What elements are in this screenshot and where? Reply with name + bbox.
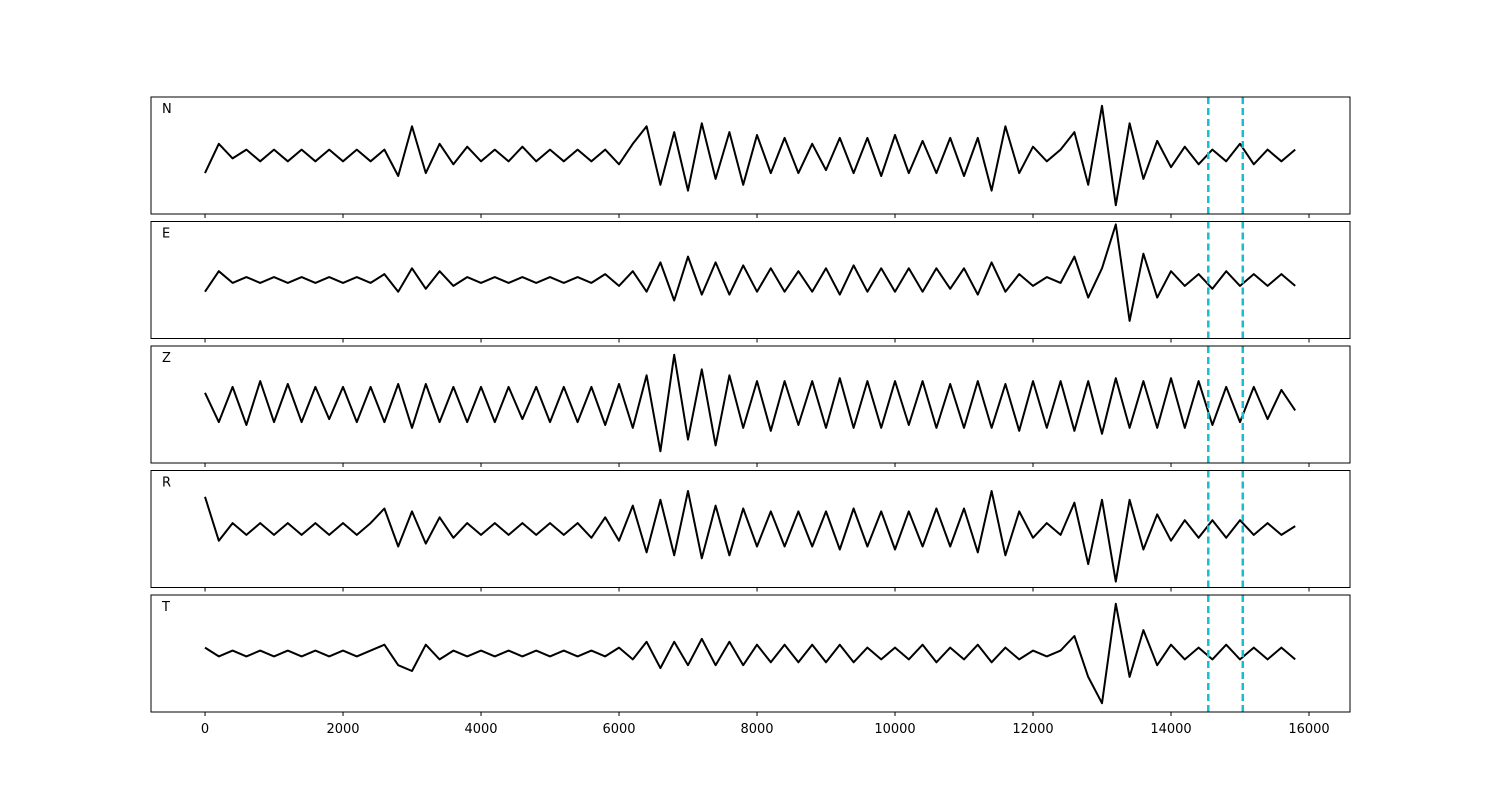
trace <box>204 223 1296 322</box>
panel-frame <box>150 221 1351 339</box>
x-tick-label: 4000 <box>464 722 497 737</box>
x-tick-label: 2000 <box>326 722 359 737</box>
trace <box>204 490 1296 583</box>
x-tick-label: 0 <box>201 722 209 737</box>
panel-label: R <box>162 476 171 491</box>
panel-label: N <box>162 102 172 117</box>
panel-label: E <box>162 227 170 242</box>
x-tick-label: 14000 <box>1150 722 1191 737</box>
trace <box>204 353 1297 453</box>
panel-frame <box>150 345 1351 464</box>
x-tick-label: 8000 <box>740 722 773 737</box>
x-tick-label: 16000 <box>1288 722 1329 737</box>
panel-frame <box>150 470 1351 588</box>
x-tick-label: 10000 <box>874 722 915 737</box>
trace <box>204 602 1296 705</box>
trace <box>204 104 1296 207</box>
panel-frame <box>150 594 1351 713</box>
x-tick-label: 12000 <box>1012 722 1053 737</box>
x-tick-label: 6000 <box>602 722 635 737</box>
panel-label: Z <box>162 351 171 366</box>
panel-frame <box>150 96 1351 215</box>
panel-label: T <box>161 600 170 615</box>
